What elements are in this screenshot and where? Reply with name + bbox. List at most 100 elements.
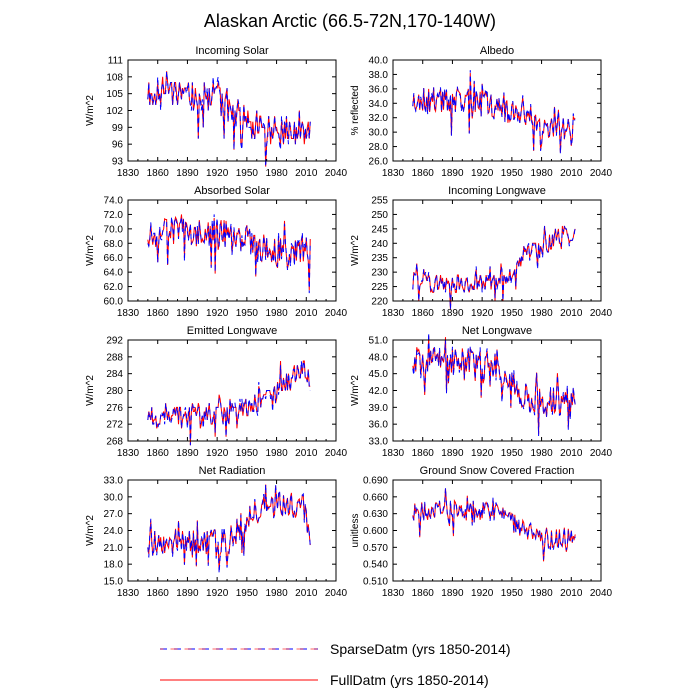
y-tick-label: 0.690 <box>363 476 388 487</box>
y-tick-label: 36.0 <box>369 84 389 95</box>
series-sparse <box>412 70 576 154</box>
x-tick-label: 1980 <box>530 448 553 459</box>
x-tick-label: 1860 <box>147 308 170 319</box>
x-tick-label: 1890 <box>176 588 199 599</box>
x-tick-label: 2040 <box>325 588 348 599</box>
y-axis-label: W/m^2 <box>85 95 96 126</box>
y-tick-label: 272 <box>106 420 123 431</box>
panel-title: Emitted Longwave <box>187 325 278 337</box>
panel-3: Absorbed Solar W/m^2 1830 1860 1890 1920 1950 1… <box>85 185 348 319</box>
y-tick-label: 62.0 <box>104 282 124 293</box>
x-tick-label: 1890 <box>441 308 464 319</box>
x-tick-label: 2010 <box>560 308 583 319</box>
x-tick-label: 2010 <box>295 168 318 179</box>
series-sparse <box>147 214 311 294</box>
y-tick-label: 15.0 <box>104 577 124 588</box>
x-tick-label: 1890 <box>176 448 199 459</box>
plot-frame <box>127 199 337 302</box>
x-tick-label: 2010 <box>295 448 318 459</box>
y-tick-label: 34.0 <box>369 99 389 110</box>
x-tick-label: 1830 <box>382 588 405 599</box>
y-tick-label: 18.0 <box>104 560 124 571</box>
y-tick-label: 36.0 <box>369 420 389 431</box>
series-sparse <box>147 71 311 167</box>
x-tick-label: 1830 <box>117 168 140 179</box>
y-tick-label: 288 <box>106 352 123 363</box>
x-tick-label: 2010 <box>295 308 318 319</box>
panel-title: Incoming Solar <box>195 45 269 57</box>
y-tick-label: 30.0 <box>369 128 389 139</box>
y-tick-label: 220 <box>371 297 388 308</box>
y-tick-label: 70.0 <box>104 224 124 235</box>
x-tick-label: 1860 <box>147 448 170 459</box>
y-tick-label: 240 <box>371 239 388 250</box>
x-tick-label: 1830 <box>117 448 140 459</box>
panel-title: Absorbed Solar <box>194 185 270 197</box>
x-tick-label: 2010 <box>560 588 583 599</box>
legend-full-label: FullDatm (yrs 1850-2014) <box>330 672 489 688</box>
x-tick-label: 1890 <box>441 588 464 599</box>
x-tick-label: 1830 <box>117 588 140 599</box>
y-tick-label: 108 <box>106 72 123 83</box>
x-tick-label: 2040 <box>590 448 613 459</box>
x-tick-label: 1860 <box>147 168 170 179</box>
y-tick-label: 102 <box>106 106 123 117</box>
y-axis-label: W/m^2 <box>350 375 361 406</box>
series-full <box>412 336 576 435</box>
y-tick-label: 0.660 <box>363 492 388 503</box>
y-tick-label: 21.0 <box>104 543 124 554</box>
y-tick-label: 276 <box>106 403 123 414</box>
series-sparse <box>412 225 576 310</box>
y-tick-label: 72.0 <box>104 210 124 221</box>
x-tick-label: 1920 <box>206 588 229 599</box>
y-tick-label: 0.570 <box>363 543 388 554</box>
x-tick-label: 1950 <box>501 448 524 459</box>
y-tick-label: 48.0 <box>369 352 389 363</box>
y-tick-label: 0.510 <box>363 577 388 588</box>
x-tick-label: 1980 <box>265 168 288 179</box>
legend: SparseDatm (yrs 1850-2014) FullDatm (yrs… <box>160 641 511 688</box>
x-tick-label: 1890 <box>441 448 464 459</box>
x-tick-label: 1920 <box>471 448 494 459</box>
y-axis-label: % reflected <box>350 85 361 135</box>
panel-title: Net Longwave <box>462 325 532 337</box>
y-tick-label: 38.0 <box>369 70 389 81</box>
plot-frame <box>392 59 602 162</box>
series-full <box>147 484 311 571</box>
x-tick-label: 1950 <box>501 168 524 179</box>
y-tick-label: 0.600 <box>363 526 388 537</box>
panel-4: Incoming Longwave W/m^2 1830 1860 1890 1920 19… <box>350 185 613 319</box>
x-tick-label: 1950 <box>236 168 259 179</box>
y-tick-label: 280 <box>106 386 123 397</box>
y-tick-label: 45.0 <box>369 369 389 380</box>
x-tick-label: 1860 <box>147 588 170 599</box>
y-tick-label: 245 <box>371 224 388 235</box>
panel-5: Emitted Longwave W/m^2 1830 1860 1890 1920 195… <box>85 325 348 459</box>
panel-6: Net Longwave W/m^2 1830 1860 1890 1920 1950 198… <box>350 325 613 459</box>
x-tick-label: 2040 <box>325 308 348 319</box>
y-axis-label: unitless <box>350 514 361 548</box>
y-tick-label: 39.0 <box>369 403 389 414</box>
x-tick-label: 2040 <box>590 588 613 599</box>
x-tick-label: 2040 <box>590 168 613 179</box>
x-tick-label: 1860 <box>412 448 435 459</box>
x-tick-label: 1860 <box>412 308 435 319</box>
x-tick-label: 2040 <box>325 168 348 179</box>
x-tick-label: 1920 <box>471 308 494 319</box>
x-tick-label: 1980 <box>265 448 288 459</box>
y-tick-label: 225 <box>371 282 388 293</box>
legend-sparse-label: SparseDatm (yrs 1850-2014) <box>330 641 511 657</box>
panel-title: Net Radiation <box>199 465 266 477</box>
x-tick-label: 1920 <box>206 448 229 459</box>
x-tick-label: 2040 <box>325 448 348 459</box>
x-tick-label: 1830 <box>382 448 405 459</box>
x-tick-label: 1830 <box>382 168 405 179</box>
y-tick-label: 99 <box>112 123 124 134</box>
x-tick-label: 1890 <box>441 168 464 179</box>
y-tick-label: 40.0 <box>369 56 389 67</box>
plot-frame <box>127 339 337 442</box>
x-tick-label: 1890 <box>176 168 199 179</box>
series-full <box>147 360 311 446</box>
x-tick-label: 1980 <box>265 588 288 599</box>
